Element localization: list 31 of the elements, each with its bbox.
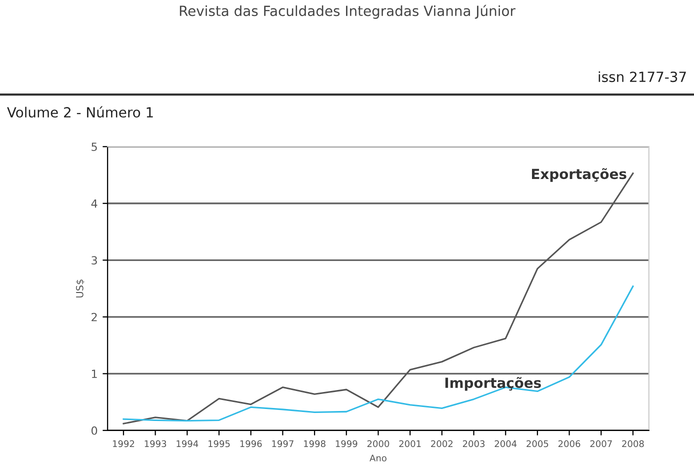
x-tick-label: 2006 xyxy=(558,440,580,448)
series-label: Exportações xyxy=(532,168,626,182)
x-tick-label: 2008 xyxy=(622,440,644,448)
x-tick-label: 1998 xyxy=(304,440,326,448)
series-label: Importações xyxy=(445,377,541,391)
y-tick-label: 0 xyxy=(92,426,98,435)
x-tick-label: 1995 xyxy=(208,440,230,448)
x-tick-label: 1994 xyxy=(176,440,198,448)
x-tick-label: 1996 xyxy=(240,440,262,448)
x-tick-label: 1993 xyxy=(144,440,166,448)
text: issn 2177-37 xyxy=(598,71,686,82)
x-tick-label: 2005 xyxy=(526,440,548,448)
x-tick-label: 2001 xyxy=(399,440,421,448)
x-tick-label: 1992 xyxy=(112,440,134,448)
x-tick-label: 2000 xyxy=(367,440,390,448)
text: Volume 2 - Número 1 xyxy=(7,106,153,118)
x-tick-label: 2004 xyxy=(494,440,517,448)
x-tick-label: 2003 xyxy=(462,440,485,448)
text: Revista das Faculdades Integradas Vianna Júnior xyxy=(180,4,516,19)
y-tick-label: 3 xyxy=(92,256,97,265)
y-tick-label: 1 xyxy=(92,370,97,378)
x-tick-label: 1997 xyxy=(272,440,294,448)
y-tick-label: 2 xyxy=(92,312,97,322)
y-tick-label: 4 xyxy=(91,200,98,208)
x-tick-label: 2002 xyxy=(431,440,452,448)
x-tick-label: 1999 xyxy=(336,440,358,448)
y-tick-label: 5 xyxy=(92,142,97,152)
y-axis-title: US$ xyxy=(76,280,85,298)
line-series xyxy=(122,285,634,422)
x-axis-title: Ano xyxy=(370,454,386,462)
x-tick-label: 2007 xyxy=(590,440,612,448)
